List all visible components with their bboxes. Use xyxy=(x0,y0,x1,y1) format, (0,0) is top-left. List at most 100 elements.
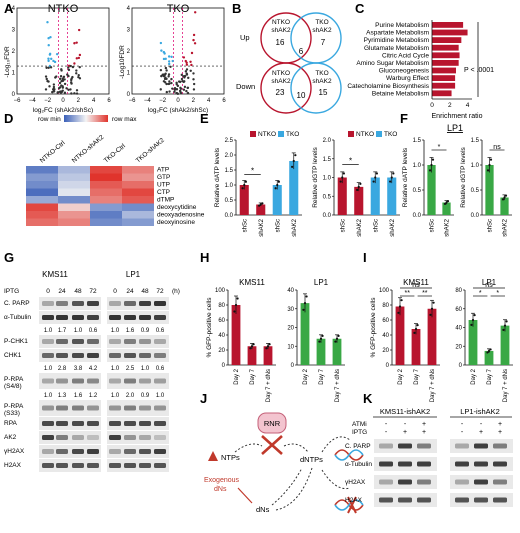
volcano-xtick: 2 xyxy=(77,98,81,104)
chart-ytick-label: 0.5 xyxy=(413,188,422,194)
volcano-point xyxy=(73,62,76,65)
blot-k-sign: - xyxy=(480,421,483,428)
ntps-to-rnr-arrow xyxy=(234,443,263,453)
volcano-point xyxy=(184,70,188,73)
blot-band xyxy=(87,435,99,440)
dntps-to-dns-arrow xyxy=(275,467,313,511)
volcano-point xyxy=(175,81,178,85)
enrichment-category-label: Betaine Metabolism xyxy=(372,90,429,97)
blot-quant-value: 1.3 xyxy=(58,393,67,399)
heatmap-col-label: TKO-Ctrl xyxy=(103,142,128,164)
panel-label-f: F xyxy=(400,111,408,126)
venn-down-left-label-2: shAK2 xyxy=(271,78,291,85)
blot-band xyxy=(72,449,84,454)
chart-point xyxy=(321,334,324,338)
volcano-point xyxy=(75,57,79,60)
volcano-point xyxy=(165,77,168,81)
volcano-point xyxy=(162,57,166,61)
dna-damage-cross-icon xyxy=(347,496,357,514)
chart-point xyxy=(429,313,432,316)
blot-band xyxy=(56,353,68,358)
volcano-point xyxy=(60,69,63,72)
blot-k-sign: - xyxy=(385,429,388,436)
blot-band xyxy=(139,339,151,344)
enrichment-bar xyxy=(432,67,456,74)
blot-membrane xyxy=(39,373,101,389)
blot-time-label: 48 xyxy=(74,288,82,295)
volcano-point xyxy=(66,73,69,76)
blot-iptg-label: IPTG xyxy=(4,288,19,295)
chart-ytick-label: 1.0 xyxy=(225,183,234,189)
legend-label-tko: TKO xyxy=(384,131,397,138)
blot-band xyxy=(455,497,469,503)
blot-band xyxy=(154,339,166,344)
chart-ytick-label: 60 xyxy=(455,307,462,313)
legend-swatch-ntko xyxy=(348,131,354,137)
enrichment-bar xyxy=(432,44,459,51)
volcano-point xyxy=(180,73,184,77)
volcano-xtick: −2 xyxy=(159,98,167,104)
blot-membrane xyxy=(107,311,169,324)
volcano-point xyxy=(77,73,80,77)
chart-title: LP1 xyxy=(482,278,497,287)
legend-swatch-tko xyxy=(278,131,284,137)
venn-up-left-label-2: shAK2 xyxy=(271,27,291,34)
volcano-point xyxy=(58,81,62,85)
legend-label-ntko: NTKO xyxy=(258,131,276,138)
volcano-point xyxy=(52,90,55,93)
chart-category-label: shSc xyxy=(340,219,346,232)
chart-ytick-label: 0.0 xyxy=(225,213,234,219)
sig-label: * xyxy=(438,144,441,151)
heatmap-cell xyxy=(122,166,154,174)
blot-band xyxy=(154,301,166,306)
blot-membrane xyxy=(39,431,101,444)
blot-band xyxy=(42,449,54,454)
volcano-point xyxy=(179,86,182,90)
blot-band xyxy=(56,405,68,411)
blot-band xyxy=(56,339,68,344)
volcano-ytick: 3 xyxy=(127,28,131,34)
enrichment-xtick: 2 xyxy=(448,102,452,109)
panel-i-charts: 0 20 40 60 80 100% GFP-positive cells KMS11 Day… xyxy=(370,278,513,402)
volcano-point xyxy=(170,77,173,81)
chart-ytick-label: 0 xyxy=(222,363,226,369)
chart-point xyxy=(470,323,473,326)
blot-band xyxy=(56,435,68,440)
blot-k-sign: + xyxy=(403,429,407,436)
chart-point xyxy=(505,320,508,323)
panel-g-western: KMS11 LP1 IPTG (h) 0 24 48 72 0 24 48 72 C. PARP α-Tu… xyxy=(4,270,180,472)
blot-k-sign: - xyxy=(404,421,407,428)
chart-point xyxy=(318,340,321,343)
heatmap-cell xyxy=(58,181,90,189)
sig-label: ** xyxy=(422,290,428,297)
blot-quant-value: 1.7 xyxy=(58,328,67,334)
chart-bar xyxy=(239,185,249,215)
rnr-box xyxy=(257,412,287,434)
venn-down-b: 15 xyxy=(319,88,328,97)
volcano-point xyxy=(169,65,172,68)
blot-band xyxy=(42,315,54,320)
volcano-point xyxy=(59,75,63,78)
chart-point xyxy=(342,172,345,175)
blot-membrane xyxy=(107,431,169,444)
volcano-point xyxy=(73,92,76,95)
chart-category-label: shSc xyxy=(373,219,379,232)
panel-label-c: C xyxy=(355,1,365,16)
venn-up-b: 7 xyxy=(321,38,326,47)
volcano-point xyxy=(52,85,56,89)
blot-band xyxy=(42,421,54,426)
volcano-ytick: 0 xyxy=(127,92,131,98)
blot-band xyxy=(87,353,99,358)
sig-label: * xyxy=(349,156,352,165)
enrichment-bar xyxy=(432,52,460,59)
enrichment-bar xyxy=(432,37,462,43)
blot-quant-value: 2.0 xyxy=(126,393,135,399)
chart-point xyxy=(445,201,448,204)
blot-band xyxy=(42,405,54,411)
heatmap-cell xyxy=(26,218,58,226)
blot-label: (S33) xyxy=(4,410,20,417)
rnr-to-dntps-arrow xyxy=(283,443,309,453)
blot-band xyxy=(109,463,121,468)
panel-label-i: I xyxy=(363,250,367,265)
volcano-point xyxy=(65,87,68,90)
